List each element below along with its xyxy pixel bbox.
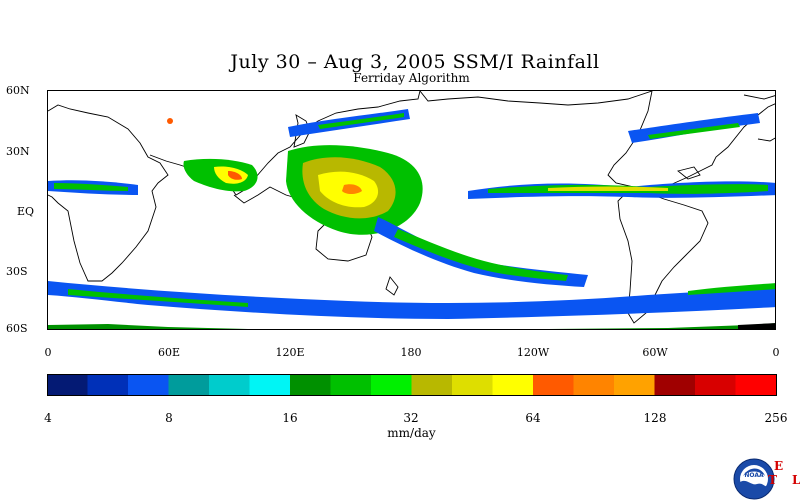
colorbar-tick-16: 16 — [282, 411, 298, 425]
colorbar-swatch — [492, 374, 534, 396]
colorbar-swatch — [573, 374, 615, 396]
etl-letter-e: E — [774, 459, 784, 473]
lon-label-0-east: 0 — [772, 346, 780, 359]
colorbar-tick-4: 4 — [44, 411, 52, 425]
colorbar-tick-128: 128 — [643, 411, 667, 425]
lon-label-120e: 120E — [275, 346, 305, 359]
lat-label-30n: 30N — [6, 145, 30, 158]
colorbar-swatch — [87, 374, 129, 396]
etl-letters: E T L — [768, 459, 800, 487]
etl-letter-l: L — [792, 473, 800, 487]
etl-letter-t: T — [768, 473, 777, 487]
rainfall-field — [48, 109, 775, 329]
lon-label-60e: 60E — [157, 346, 181, 359]
colorbar-swatch — [533, 374, 575, 396]
colorbar-swatch — [330, 374, 372, 396]
colorbar-swatch — [209, 374, 251, 396]
lon-label-0: 0 — [44, 346, 52, 359]
lon-label-120w: 120W — [516, 346, 550, 359]
colorbar-border — [47, 374, 777, 396]
map-title: July 30 – Aug 3, 2005 SSM/I Rainfall — [230, 51, 600, 73]
colorbar-tick-256: 256 — [764, 411, 788, 425]
colorbar-swatch — [654, 374, 696, 396]
lon-label-60w: 60W — [642, 346, 668, 359]
lon-label-180: 180 — [400, 346, 422, 359]
noaa-logo: NOAA — [733, 458, 775, 500]
colorbar-swatch — [695, 374, 737, 396]
colorbar-swatch — [290, 374, 332, 396]
colorbar-swatch — [735, 374, 777, 396]
colorbar — [47, 374, 777, 396]
colorbar-swatch — [128, 374, 170, 396]
lat-label-eq: EQ — [17, 205, 35, 218]
lat-label-60s: 60S — [6, 322, 28, 335]
colorbar-tick-8: 8 — [165, 411, 173, 425]
lat-label-60n: 60N — [6, 84, 30, 97]
colorbar-swatch — [614, 374, 656, 396]
colorbar-units: mm/day — [387, 426, 436, 440]
colorbar-tick-64: 64 — [525, 411, 541, 425]
rainfall-map-svg — [48, 91, 775, 329]
map-subtitle: Ferriday Algorithm — [353, 71, 470, 85]
colorbar-swatch — [47, 374, 89, 396]
colorbar-swatch — [249, 374, 291, 396]
rainfall-map — [47, 90, 776, 330]
noaa-logo-text: NOAA — [744, 472, 764, 479]
lat-label-30s: 30S — [6, 265, 28, 278]
colorbar-swatch — [411, 374, 453, 396]
colorbar-swatch — [371, 374, 413, 396]
colorbar-swatch — [168, 374, 210, 396]
colorbar-swatch — [452, 374, 494, 396]
colorbar-tick-32: 32 — [403, 411, 419, 425]
